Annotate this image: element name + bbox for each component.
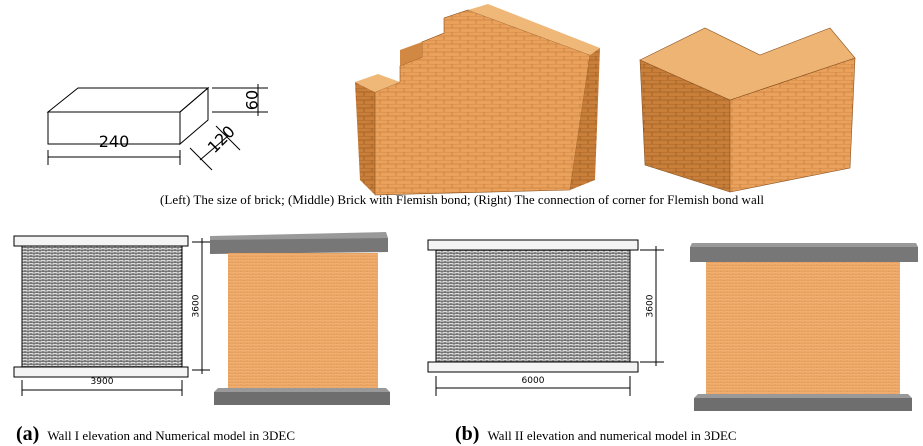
caption-b: (b) Wall II elevation and numerical mode… <box>455 423 737 445</box>
wall-2-height: 3600 <box>646 294 656 317</box>
flemish-wall <box>355 4 600 195</box>
wall-1-length: 3900 <box>91 377 114 387</box>
brick-length: 240 <box>99 132 130 151</box>
label-a: (a) <box>16 423 39 445</box>
caption-top: (Left) The size of brick; (Middle) Brick… <box>160 192 764 207</box>
caption-a: (a) Wall I elevation and Numerical model… <box>16 423 295 445</box>
caption-a-text: Wall I elevation and Numerical model in … <box>47 428 295 443</box>
figure: 60 120 240 (Left) The size of brick; (Mi… <box>0 0 923 446</box>
brick-width: 120 <box>204 122 239 157</box>
label-b: (b) <box>455 423 479 445</box>
wall-1-height: 3600 <box>192 294 202 317</box>
wall-2-length: 6000 <box>522 376 545 386</box>
wall-1-elevation <box>14 236 210 396</box>
corner-wall <box>640 28 855 192</box>
caption-b-text: Wall II elevation and numerical model in… <box>487 428 736 443</box>
brick-height: 60 <box>243 90 262 110</box>
wall-2-elevation <box>428 240 664 396</box>
brick-drawing <box>48 84 268 170</box>
wall-2-model <box>690 243 918 411</box>
wall-1-model <box>210 232 390 405</box>
